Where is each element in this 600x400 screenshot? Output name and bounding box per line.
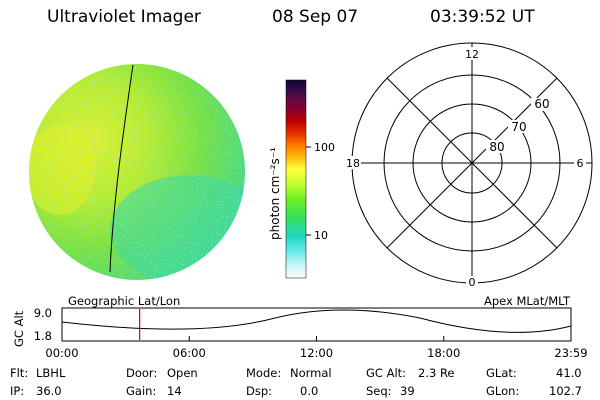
colorbar: 100 10 photon cm⁻²s⁻¹ [268, 79, 335, 279]
mlt-label-18: 18 [346, 157, 360, 170]
altitude-curve [61, 309, 572, 333]
mlat-label-80: 80 [489, 140, 504, 154]
glat-value: 41.0 [556, 366, 582, 380]
seq-value: 39 [400, 384, 415, 398]
terminator-line [109, 64, 134, 273]
mlt-label-0: 0 [469, 276, 476, 289]
dsp-value: 0.0 [300, 384, 319, 398]
x-tick-label: 18:00 [427, 346, 460, 360]
colorbar-label: photon cm⁻²s⁻¹ [268, 147, 282, 240]
glat-label: GLat: [486, 366, 517, 380]
dsp-label: Dsp: [246, 384, 273, 398]
ip-value: 36.0 [36, 384, 62, 398]
x-tick-label: 06:00 [173, 346, 206, 360]
gain-value: 14 [167, 384, 182, 398]
gcalt-label: GC Alt: [366, 366, 407, 380]
colorbar-tick-100: 100 [314, 141, 335, 154]
door-value: Open [167, 366, 198, 380]
instrument-title: Ultraviolet Imager [47, 7, 201, 27]
mode-value: Normal [290, 366, 332, 380]
x-tick-label: 00:00 [45, 346, 78, 360]
x-tick-label: 12:00 [300, 346, 333, 360]
timeline-right-title: Apex MLat/MLT [484, 294, 571, 308]
mlt-label-6: 6 [577, 157, 584, 170]
flt-label: Flt: [10, 366, 29, 380]
x-tick-label: 23:59 [554, 346, 587, 360]
gcalt-value: 2.3 Re [418, 366, 455, 380]
mode-label: Mode: [246, 366, 282, 380]
time-label: 03:39:52 UT [430, 7, 535, 27]
seq-label: Seq: [366, 384, 392, 398]
y-tick-9: 9.0 [34, 306, 52, 320]
timeline-left-title: Geographic Lat/Lon [68, 294, 180, 308]
glon-label: GLon: [486, 384, 520, 398]
flt-value: LBHL [36, 366, 66, 380]
glon-value: 102.7 [549, 384, 582, 398]
colorbar-tick-10: 10 [314, 229, 328, 242]
mlat-label-60: 60 [534, 97, 549, 111]
door-label: Door: [126, 366, 158, 380]
ip-label: IP: [10, 384, 25, 398]
gain-label: Gain: [126, 384, 157, 398]
mlt-label-12: 12 [465, 48, 479, 61]
y-axis-label: GC Alt [12, 310, 26, 347]
timeline-plot: Geographic Lat/Lon Apex MLat/MLT 9.0 1.8… [12, 294, 588, 360]
polar-grid [351, 42, 593, 284]
uv-image [29, 64, 245, 280]
date-label: 08 Sep 07 [272, 7, 359, 27]
mlat-label-70: 70 [511, 120, 526, 134]
y-tick-1.8: 1.8 [34, 329, 52, 343]
